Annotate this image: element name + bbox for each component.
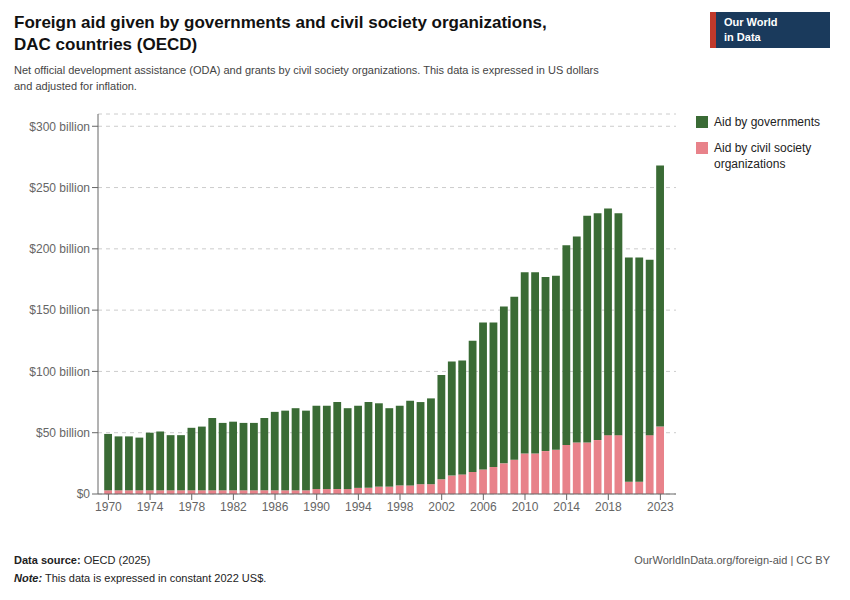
svg-text:$300 billion: $300 billion (29, 120, 90, 134)
svg-text:1974: 1974 (137, 500, 164, 514)
html-text:OurWorldInData.org/foreign-aid: OurWorldInData.org/foreign-aid | CC BY (634, 554, 830, 566)
svg-text:2010: 2010 (512, 500, 539, 514)
svg-text:$250 billion: $250 billion (29, 181, 90, 195)
svg-text:$150 billion: $150 billion (29, 303, 90, 317)
svg-text:2002: 2002 (428, 500, 455, 514)
svg-text:2006: 2006 (470, 500, 497, 514)
html-text:Net official development assis: Net official development assistance (ODA… (14, 64, 599, 92)
svg-text:$0: $0 (77, 487, 91, 501)
svg-text:2023: 2023 (647, 500, 674, 514)
svg-text:1970: 1970 (95, 500, 122, 514)
html-text:Note: This data is expressed i: Note: This data is expressed in constant… (14, 572, 267, 584)
svg-text:1978: 1978 (178, 500, 205, 514)
svg-text:$200 billion: $200 billion (29, 242, 90, 256)
html-text:Data source: OECD (2025): Data source: OECD (2025) (14, 554, 151, 566)
svg-text:1998: 1998 (387, 500, 414, 514)
svg-text:2018: 2018 (595, 500, 622, 514)
svg-text:$100 billion: $100 billion (29, 365, 90, 379)
html-text:Aid by governments: Aid by governments (714, 115, 821, 129)
html-text:Our World in Data: Our World in Data (724, 16, 778, 43)
html-text:Foreign aid given by governmen: Foreign aid given by governments and civ… (14, 13, 547, 54)
svg-text:1986: 1986 (262, 500, 289, 514)
html-text:Aid by civil society organizat: Aid by civil society organizations (714, 141, 812, 171)
svg-text:1990: 1990 (303, 500, 330, 514)
svg-text:2014: 2014 (553, 500, 580, 514)
svg-text:$50 billion: $50 billion (36, 426, 90, 440)
svg-text:1982: 1982 (220, 500, 247, 514)
svg-text:1994: 1994 (345, 500, 372, 514)
